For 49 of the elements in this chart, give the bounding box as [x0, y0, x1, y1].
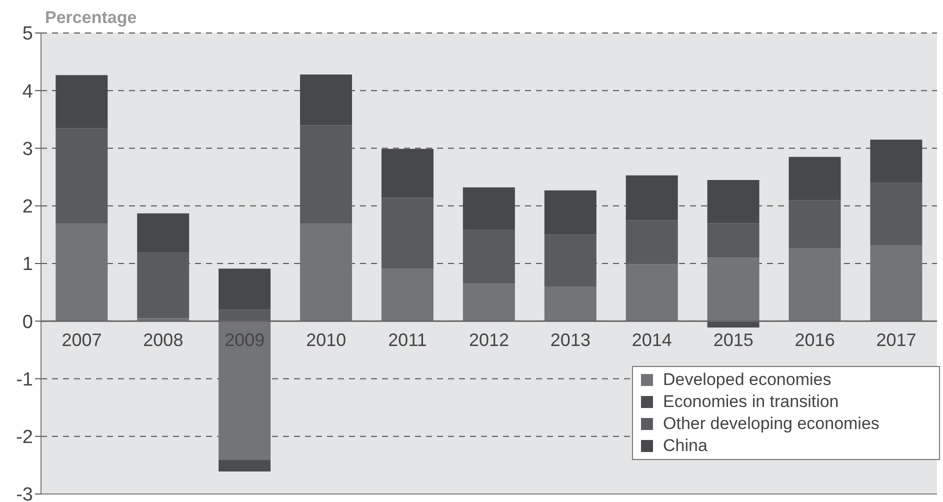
bar: [544, 286, 596, 322]
x-tick-label: 2017: [876, 330, 916, 350]
y-tick-label: 0: [22, 312, 33, 333]
bar: [462, 284, 515, 322]
bar: [626, 264, 678, 322]
bar: [626, 175, 678, 220]
legend-label: Economies in transition: [663, 391, 839, 413]
y-tick-label: 4: [22, 81, 34, 102]
bar: [870, 245, 922, 322]
legend-label: Developed economies: [663, 369, 832, 391]
y-axis-title: Percentage: [45, 8, 137, 27]
bar: [56, 224, 108, 322]
legend-label: China: [663, 435, 708, 457]
x-tick-label: 2008: [143, 330, 184, 350]
bar: [707, 180, 760, 224]
bar: [381, 198, 434, 269]
bar: [300, 224, 352, 322]
bar: [788, 156, 841, 200]
x-tick-label: 2007: [62, 330, 102, 350]
bar: [707, 258, 760, 322]
bar: [788, 248, 841, 322]
y-tick-label: 1: [22, 254, 33, 276]
bar: [137, 213, 190, 252]
x-tick-label: 2011: [388, 330, 427, 350]
x-tick-label: 2014: [632, 330, 672, 350]
x-tick-label: 2012: [468, 330, 510, 350]
legend-label: Other developing economies: [663, 413, 880, 435]
bar: [218, 460, 271, 472]
bar: [788, 200, 841, 248]
bar: [381, 148, 434, 198]
y-tick-label: 5: [22, 24, 33, 45]
y-tick-label: 2: [22, 196, 33, 218]
y-tick-label: -2: [16, 427, 33, 448]
bar: [381, 268, 434, 322]
x-tick-label: 2013: [550, 330, 590, 350]
x-tick-label: 2016: [794, 330, 835, 350]
bar: [218, 268, 271, 310]
bar: [300, 74, 352, 126]
y-tick-label: -1: [16, 369, 33, 390]
y-tick-label: -3: [16, 484, 33, 502]
bar: [707, 223, 760, 258]
bar: [544, 190, 596, 235]
bar: [56, 75, 108, 128]
bar: [218, 321, 271, 460]
bar: [870, 140, 922, 183]
x-tick-label: 2015: [713, 330, 754, 350]
y-tick-label: 3: [22, 138, 33, 160]
bar: [462, 187, 515, 230]
x-tick-label: 2010: [306, 330, 346, 350]
